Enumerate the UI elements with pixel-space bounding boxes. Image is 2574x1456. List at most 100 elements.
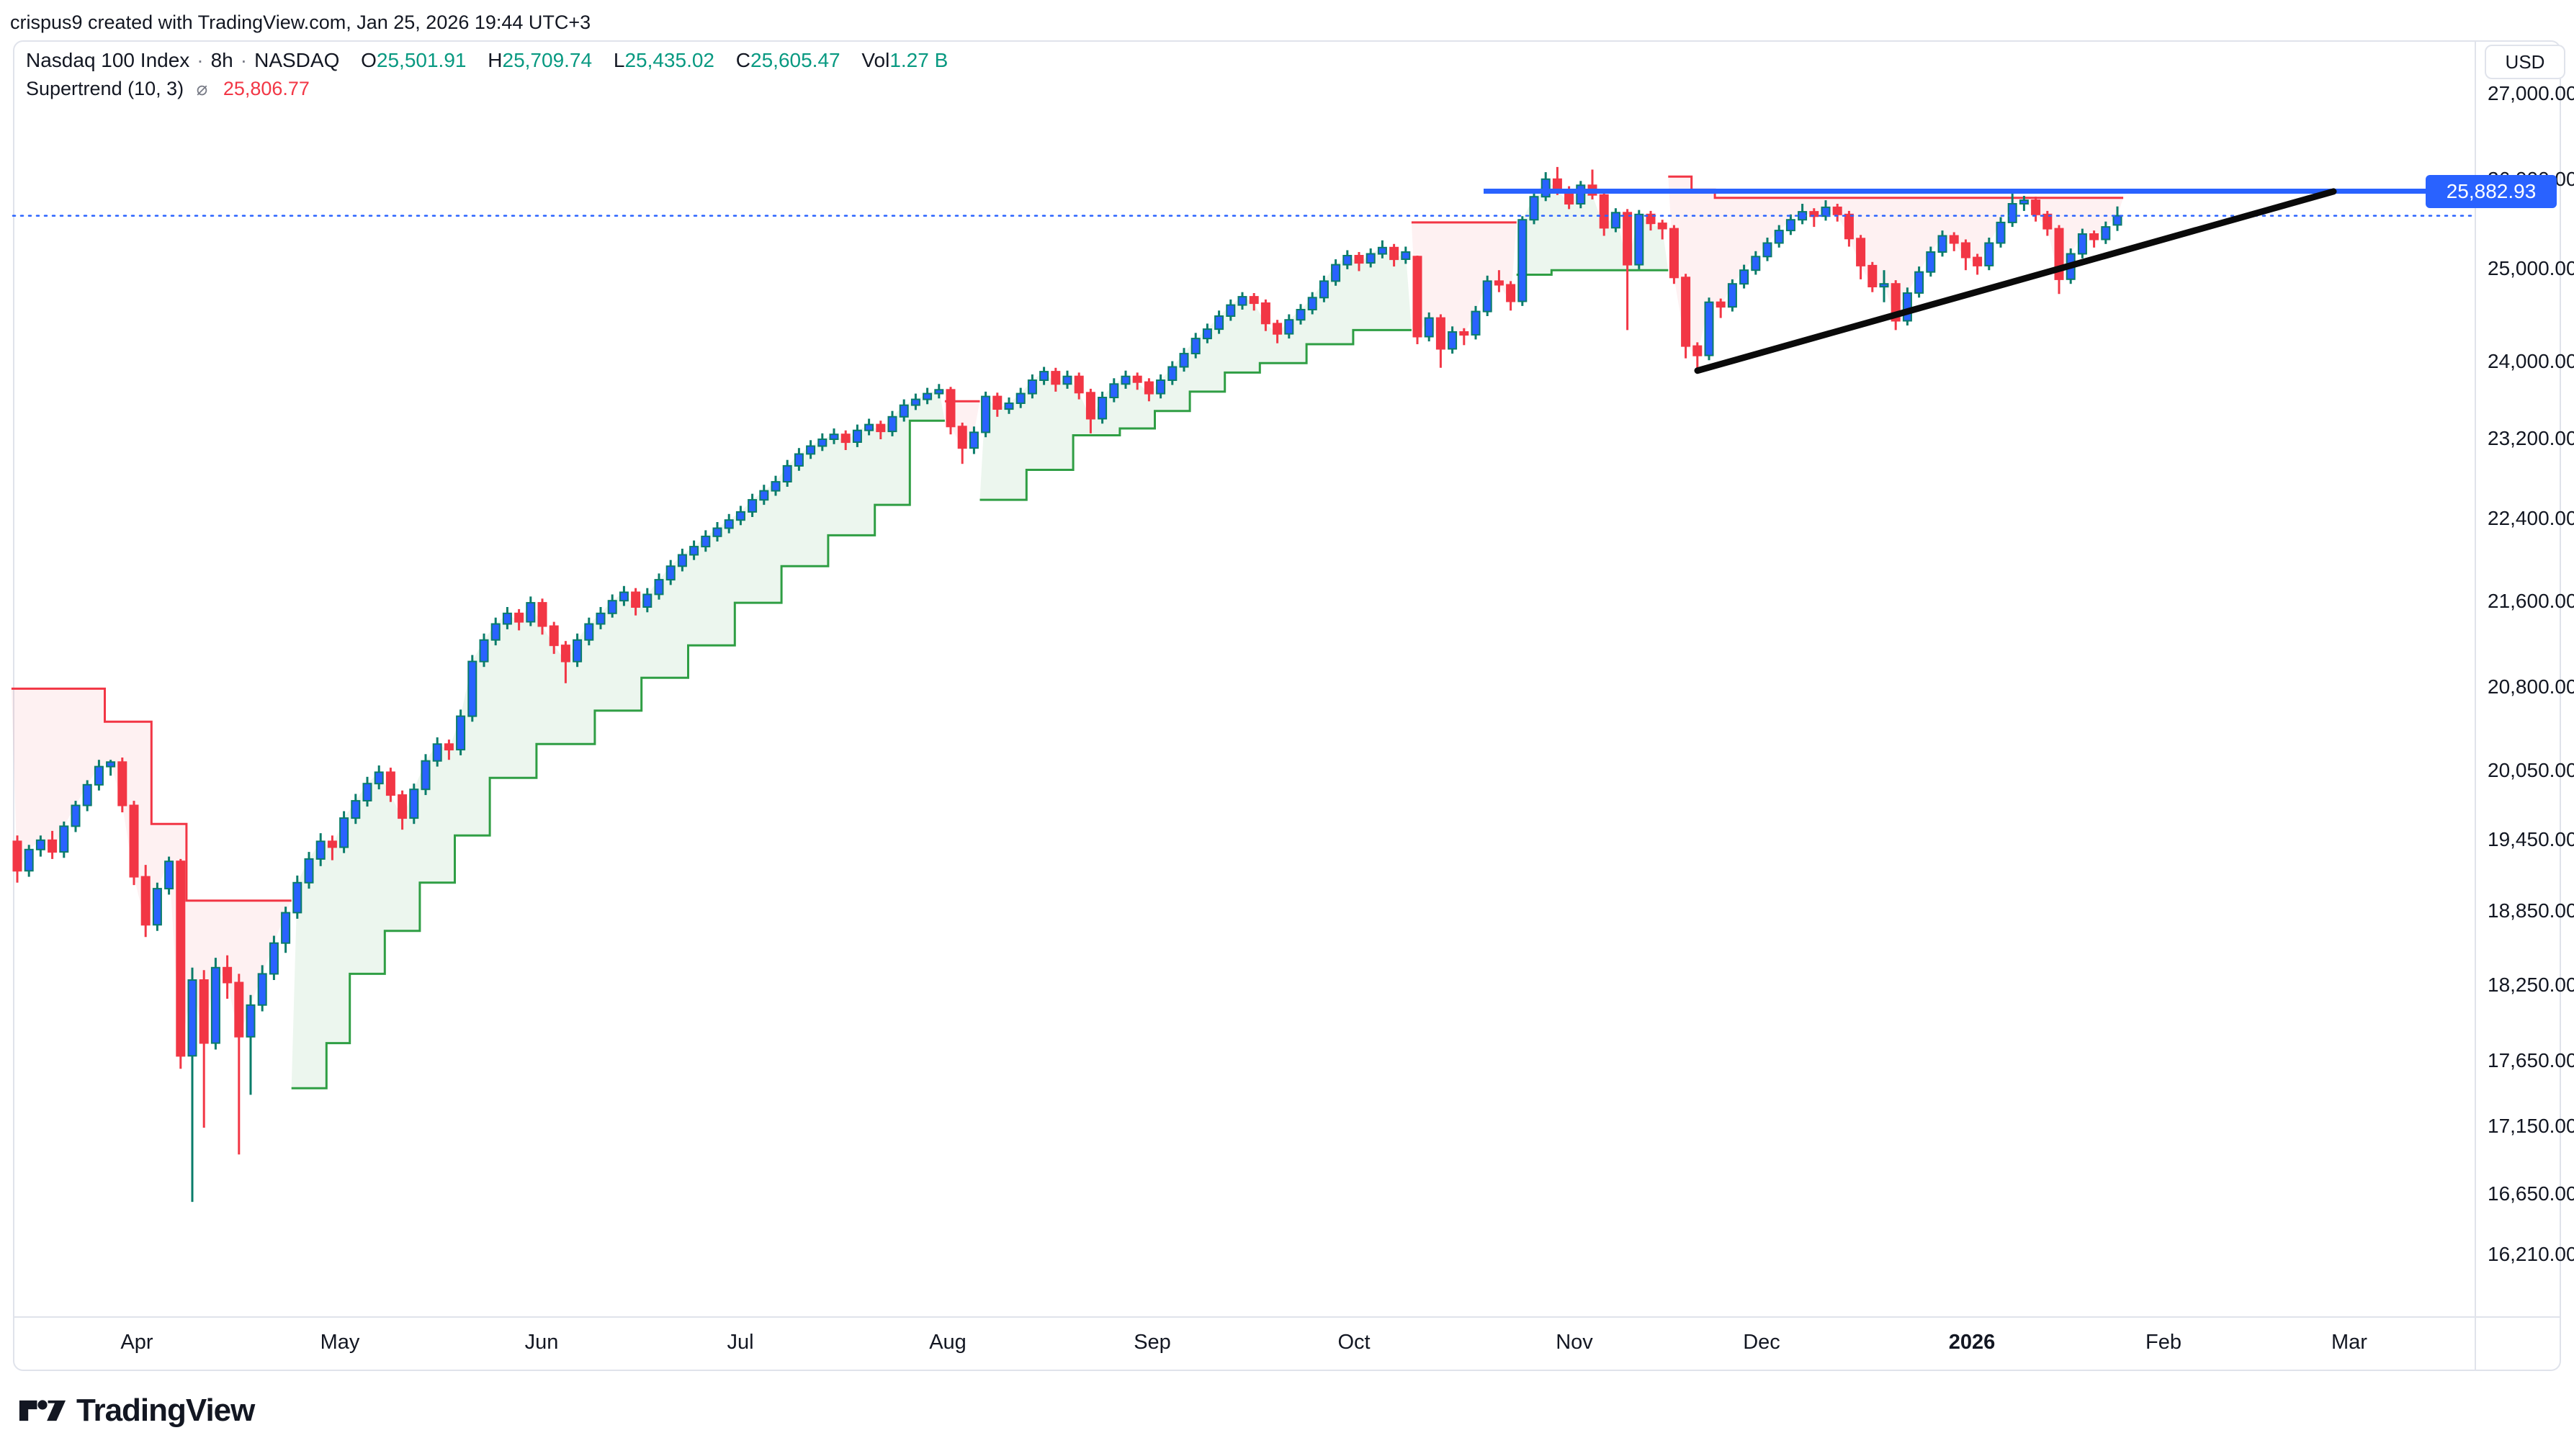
- volume-value: 1.27 B: [889, 49, 949, 71]
- candle-body: [1949, 235, 1959, 244]
- candle-body: [1004, 403, 1014, 410]
- price-axis-label: 18,850.00: [2488, 899, 2574, 922]
- candle-body: [1634, 213, 1644, 266]
- candle-body: [1249, 296, 1259, 305]
- time-axis-label: Apr: [120, 1331, 153, 1354]
- candle-body: [71, 804, 81, 827]
- candle-body: [456, 715, 466, 751]
- candle-body: [234, 981, 244, 1038]
- candle-body: [1739, 269, 1749, 285]
- supertrend-line: [1668, 175, 2124, 199]
- candle-body: [794, 453, 804, 467]
- candle-body: [724, 519, 734, 529]
- candle-body: [642, 593, 653, 608]
- candle-body: [665, 565, 676, 581]
- candle-body: [1541, 178, 1551, 198]
- price-axis-label: 17,650.00: [2488, 1049, 2574, 1072]
- candle-body: [1973, 256, 1983, 266]
- time-axis-label: Mar: [2331, 1331, 2367, 1354]
- candle-body: [1015, 392, 1026, 404]
- candle-body: [981, 395, 991, 433]
- candle-body: [1062, 375, 1072, 385]
- price-axis[interactable]: USD 25,882.93 27,000.0026,000.0025,000.0…: [2426, 40, 2574, 1371]
- candle-body: [1121, 375, 1131, 385]
- candle-body: [1937, 235, 1947, 253]
- supertrend-legend-row[interactable]: Supertrend (10, 3) ⌀ 25,806.77: [26, 78, 310, 100]
- candle-body: [2101, 226, 2111, 241]
- currency-button[interactable]: USD: [2485, 45, 2565, 79]
- price-axis-label: 17,150.00: [2488, 1115, 2574, 1138]
- candle-body: [771, 481, 781, 492]
- tradingview-logo-text: TradingView: [76, 1393, 255, 1428]
- candle-body: [1471, 310, 1481, 336]
- candle-body: [514, 612, 524, 623]
- candle-body: [2054, 228, 2064, 280]
- candle-body: [1821, 206, 1831, 217]
- price-axis-label: 18,250.00: [2488, 973, 2574, 996]
- candle-body: [887, 415, 897, 433]
- candle-body: [712, 527, 722, 537]
- candle-body: [1331, 264, 1341, 282]
- candle-body: [1844, 213, 1854, 240]
- trendline-drawing[interactable]: [1694, 188, 2337, 374]
- candle-body: [677, 554, 687, 567]
- close-group: C25,605.47: [736, 49, 840, 71]
- symbol-name: Nasdaq 100 Index: [26, 49, 190, 71]
- candle-body: [759, 490, 769, 501]
- open-group: O25,501.91: [361, 49, 466, 71]
- candle-body: [1342, 255, 1353, 266]
- candle-body: [1856, 238, 1866, 266]
- candle-body: [1284, 319, 1294, 335]
- candle-body: [2077, 233, 2087, 255]
- candle-body: [467, 660, 477, 717]
- candle-body: [502, 612, 512, 625]
- supertrend-fill: [1411, 222, 1517, 349]
- candle-body: [327, 840, 337, 848]
- close-value: 25,605.47: [750, 49, 840, 71]
- high-key: H: [488, 49, 503, 71]
- candle-body: [59, 825, 69, 853]
- candle-body: [164, 860, 174, 890]
- candle-body: [1424, 317, 1434, 338]
- candle-body: [94, 765, 104, 786]
- candle-body: [1727, 283, 1737, 308]
- time-axis[interactable]: Apr May Jun Jul Aug Sep Oct Nov Dec 2026 Feb Mar: [13, 1318, 2475, 1371]
- candle-body: [1517, 219, 1528, 302]
- candle-body: [1657, 223, 1667, 230]
- candle-body: [619, 591, 629, 602]
- candle-body: [152, 888, 162, 926]
- candle-body: [385, 771, 395, 796]
- tradingview-branding[interactable]: TradingView: [19, 1393, 255, 1429]
- candle-body: [969, 431, 979, 449]
- exchange-label: NASDAQ: [254, 49, 340, 71]
- candle-body: [1529, 196, 1539, 221]
- candle-body: [1319, 280, 1329, 299]
- price-axis-label: 20,800.00: [2488, 675, 2574, 698]
- candle-body: [1832, 206, 1842, 215]
- candle-body: [339, 817, 349, 848]
- high-value: 25,709.74: [502, 49, 593, 71]
- candle-body: [910, 398, 920, 406]
- symbol-legend-row[interactable]: Nasdaq 100 Index · 8h · NASDAQ O25,501.91 H2…: [26, 49, 948, 72]
- candle-body: [654, 579, 664, 596]
- supertrend-line: [11, 687, 292, 902]
- interval-label: 8h: [210, 49, 233, 71]
- candle-body: [1669, 228, 1679, 279]
- candle-body: [444, 743, 454, 751]
- price-axis-label: 16,210.00: [2488, 1243, 2574, 1266]
- high-group: H25,709.74: [488, 49, 592, 71]
- supertrend-line: [291, 419, 945, 1089]
- time-axis-divider: [13, 1316, 2561, 1318]
- candle-body: [852, 429, 862, 444]
- candle-body: [1214, 315, 1224, 331]
- candle-body: [315, 840, 326, 860]
- price-axis-label: 27,000.00: [2488, 82, 2574, 104]
- candle-body: [1891, 283, 1901, 322]
- candle-body: [1132, 375, 1142, 383]
- price-axis-label: 22,400.00: [2488, 507, 2574, 530]
- candle-body: [1027, 379, 1037, 395]
- candle-body: [1704, 301, 1714, 356]
- low-group: L25,435.02: [614, 49, 714, 71]
- attribution-text: crispus9 created with TradingView.com, J…: [10, 12, 591, 33]
